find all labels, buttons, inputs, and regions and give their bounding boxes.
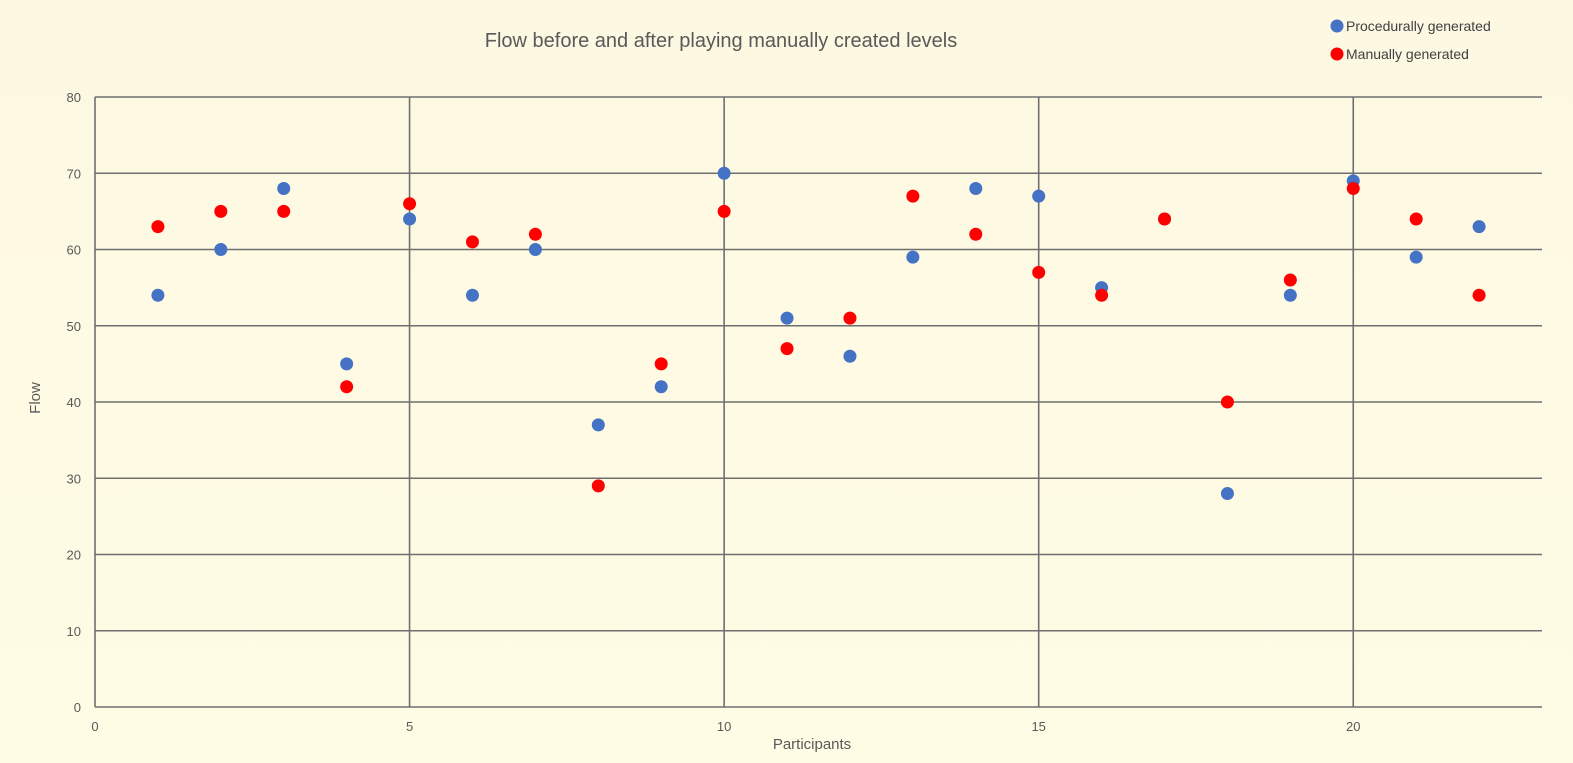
grid-lines bbox=[94, 96, 1542, 708]
manual-point bbox=[717, 204, 731, 218]
x-tick-label: 10 bbox=[717, 719, 731, 734]
procedural-point bbox=[1220, 487, 1234, 500]
procedural-point bbox=[403, 212, 417, 226]
manual-point bbox=[340, 380, 354, 394]
manual-point bbox=[969, 227, 983, 241]
manual-point bbox=[1158, 212, 1172, 226]
procedural-point bbox=[1409, 250, 1423, 264]
procedural-point bbox=[528, 243, 542, 256]
manual-point bbox=[403, 197, 417, 211]
y-tick-label: 30 bbox=[67, 471, 81, 486]
procedural-point bbox=[969, 182, 983, 195]
procedural-point bbox=[1032, 189, 1046, 203]
y-axis-label: Flow bbox=[27, 382, 44, 414]
manual-point bbox=[465, 235, 479, 249]
procedural-point bbox=[214, 243, 228, 256]
procedural-point bbox=[465, 288, 479, 302]
y-tick-label: 40 bbox=[67, 395, 81, 410]
procedural-point bbox=[1472, 220, 1486, 234]
x-tick-label: 15 bbox=[1031, 719, 1045, 734]
x-tick-label: 5 bbox=[406, 719, 413, 734]
legend-marker-manual bbox=[1330, 47, 1344, 61]
manual-point bbox=[1409, 212, 1423, 226]
legend-item-manual: Manually generated bbox=[1330, 46, 1469, 62]
procedural-point bbox=[843, 349, 857, 363]
data-points bbox=[151, 166, 1486, 500]
x-tick-label: 0 bbox=[91, 719, 98, 734]
procedural-point bbox=[151, 288, 165, 302]
procedural-point bbox=[340, 357, 354, 371]
chart-title: Flow before and after playing manually c… bbox=[485, 30, 957, 52]
procedural-point bbox=[654, 380, 668, 394]
manual-point bbox=[654, 357, 668, 371]
procedural-point bbox=[906, 250, 920, 264]
manual-point bbox=[1032, 265, 1046, 279]
tick-labels: 0 10 20 30 40 50 60 70 80 0 5 10 15 20 bbox=[67, 90, 1361, 734]
y-tick-label: 60 bbox=[67, 243, 81, 258]
manual-point bbox=[151, 220, 165, 234]
y-tick-label: 0 bbox=[74, 700, 81, 715]
y-tick-label: 20 bbox=[67, 548, 81, 563]
manual-point bbox=[1346, 182, 1360, 195]
procedural-point bbox=[277, 182, 291, 195]
legend-item-procedural: Procedurally generated bbox=[1330, 18, 1491, 34]
x-tick-label: 20 bbox=[1346, 719, 1360, 734]
procedural-point bbox=[591, 418, 605, 432]
manual-point bbox=[528, 227, 542, 241]
legend-label-procedural: Procedurally generated bbox=[1346, 18, 1491, 34]
manual-point bbox=[1283, 273, 1297, 287]
manual-point bbox=[843, 311, 857, 325]
x-axis-label: Participants bbox=[773, 736, 851, 753]
manual-point bbox=[780, 342, 794, 356]
legend-label-manual: Manually generated bbox=[1346, 46, 1469, 62]
legend: Procedurally generated Manually generate… bbox=[1330, 18, 1491, 62]
legend-marker-procedural bbox=[1330, 19, 1344, 33]
manual-point bbox=[1472, 288, 1486, 302]
y-tick-label: 70 bbox=[67, 166, 81, 181]
y-tick-label: 50 bbox=[67, 319, 81, 334]
y-tick-label: 80 bbox=[67, 90, 81, 105]
procedural-point bbox=[717, 166, 731, 180]
manual-point bbox=[906, 189, 920, 203]
manual-point bbox=[214, 204, 228, 218]
manual-point bbox=[1220, 395, 1234, 409]
manual-point bbox=[1095, 288, 1109, 302]
procedural-point bbox=[780, 311, 794, 325]
y-tick-label: 10 bbox=[67, 624, 81, 639]
manual-point bbox=[591, 479, 605, 493]
manual-point bbox=[277, 204, 291, 218]
procedural-point bbox=[1283, 288, 1297, 302]
